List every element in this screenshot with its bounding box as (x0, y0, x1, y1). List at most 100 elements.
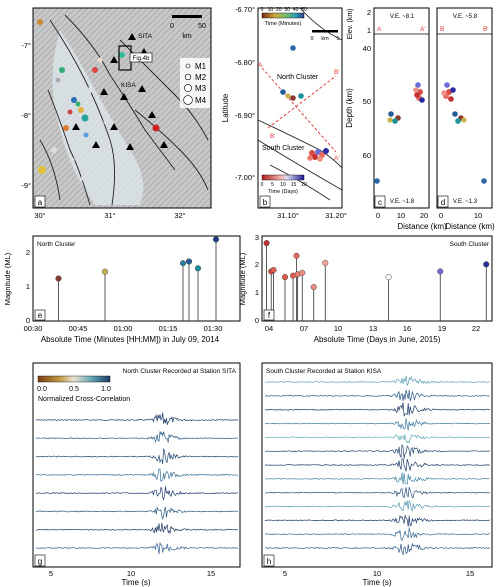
waveform-trace (264, 375, 491, 387)
svg-text:0.5: 0.5 (69, 386, 79, 393)
panel-b-letter: b (263, 198, 268, 207)
legend-m4: M4 (195, 96, 207, 105)
svg-text:Distance (km): Distance (km) (445, 222, 495, 231)
legend-m3: M3 (195, 84, 207, 93)
waveform-trace (35, 447, 239, 464)
panel-e-marks (55, 236, 220, 321)
svg-text:50: 50 (363, 97, 371, 106)
event-point (483, 261, 490, 268)
waveform-trace (264, 542, 491, 556)
svg-text:Magnitude (ML): Magnitude (ML) (238, 252, 247, 305)
svg-text:2: 2 (367, 8, 371, 17)
svg-text:10: 10 (334, 324, 342, 333)
event-point (55, 275, 62, 282)
event-point (310, 283, 317, 291)
svg-text:5: 5 (49, 569, 53, 578)
panel-b-ticks: 31.10° 31.20° -6.70° -6.80° -6.90° -7.00… (235, 5, 347, 220)
panel-e-magnitude-time: North Cluster e 0 1 2 00:30 00:45 01:00 … (3, 235, 241, 344)
svg-text:1.0: 1.0 (101, 386, 111, 393)
panel-f-marks (263, 240, 490, 321)
station-kisa-label: KISA (121, 82, 136, 89)
svg-text:0: 0 (170, 23, 174, 30)
fig4b-label: Fig.4b (133, 56, 150, 62)
event-point (281, 274, 289, 281)
event-point (194, 265, 202, 272)
legend-m2: M2 (195, 73, 207, 82)
profile-lines (261, 67, 337, 153)
svg-text:31°: 31° (104, 211, 115, 220)
waveform-trace (264, 402, 491, 417)
svg-text:32°: 32° (174, 211, 185, 220)
panel-d-cross-section: V.E. ~5.8 V.E. ~1.3 B B' d 0 10 Distance… (436, 7, 495, 231)
waveform-trace (264, 418, 491, 431)
panel-c-letter: c (378, 198, 382, 207)
south-cluster-label: South Cluster (262, 145, 305, 152)
svg-text:1: 1 (26, 282, 30, 291)
panel-b-zoom-map: A A' B B' North Cluster South Cluster 0 … (221, 5, 347, 220)
svg-text:Time (Minutes): Time (Minutes) (265, 21, 302, 27)
event-point (179, 260, 187, 267)
svg-text:-6.80°: -6.80° (235, 58, 255, 67)
svg-text:31.10°: 31.10° (277, 211, 299, 220)
svg-text:B': B' (483, 26, 489, 33)
waveform-trace (264, 458, 491, 472)
panel-h-title: South Cluster Recorded at Station KISA (266, 368, 382, 375)
svg-text:2: 2 (26, 248, 30, 257)
map-seismicity (37, 19, 160, 181)
svg-text:Magnitude (ML): Magnitude (ML) (3, 252, 12, 305)
waveform-trace (35, 522, 239, 535)
svg-text:-6.90°: -6.90° (235, 111, 255, 120)
waveform-trace (35, 486, 239, 501)
event-point (185, 258, 193, 265)
map-scale-bar: 0 50 km (170, 15, 206, 40)
svg-text:-7.00°: -7.00° (235, 173, 255, 182)
svg-text:-8°: -8° (21, 111, 31, 120)
svg-text:V.E. ~5.8: V.E. ~5.8 (453, 14, 478, 20)
event-point (101, 268, 109, 275)
waveform-trace (264, 514, 491, 527)
svg-text:10: 10 (268, 7, 274, 13)
svg-text:Time (s): Time (s) (121, 578, 150, 587)
svg-text:19: 19 (438, 324, 446, 333)
panel-c-cross-section: V.E. ~8.1 V.E. ~1.8 A A' c 2 1 40 50 60 … (345, 7, 447, 231)
section-a-events (374, 82, 425, 184)
section-b-events (441, 82, 487, 184)
svg-text:h: h (267, 557, 271, 566)
event-point (212, 236, 220, 243)
svg-text:5: 5 (336, 36, 339, 42)
svg-text:Absolute Time (Days in June, 2: Absolute Time (Days in June, 2015) (314, 335, 441, 344)
svg-text:-7°: -7° (21, 41, 31, 50)
svg-text:km: km (182, 33, 192, 40)
waveform-trace (264, 487, 491, 499)
waveform-trace (35, 431, 239, 444)
svg-text:0: 0 (261, 182, 264, 188)
svg-text:15: 15 (207, 569, 215, 578)
waveform-trace (264, 527, 490, 542)
svg-text:1: 1 (367, 26, 371, 35)
panel-d-letter: d (441, 198, 445, 207)
svg-text:-6.70°: -6.70° (235, 5, 255, 14)
waveform-trace (35, 506, 239, 521)
panel-a-ticks: 30° 31° 32° -7° -8° -9° (21, 41, 185, 220)
event-point (293, 252, 300, 259)
svg-text:1: 1 (255, 288, 259, 297)
svg-text:40: 40 (363, 44, 371, 53)
event-point (437, 268, 444, 275)
svg-text:20: 20 (276, 7, 282, 13)
svg-text:0: 0 (255, 316, 259, 325)
svg-text:A': A' (334, 155, 340, 162)
panel-h-waveforms: South Cluster Recorded at Station KISA h… (261, 362, 493, 587)
svg-text:5: 5 (271, 182, 274, 188)
svg-text:-9°: -9° (21, 181, 31, 190)
fault-lines (39, 14, 209, 206)
svg-text:0: 0 (376, 211, 380, 220)
svg-text:00:45: 00:45 (69, 324, 88, 333)
svg-text:Depth (km): Depth (km) (345, 88, 354, 128)
panel-e-title: North Cluster (37, 241, 76, 248)
svg-text:50: 50 (301, 7, 307, 13)
waveform-trace (35, 412, 239, 425)
svg-text:31.20°: 31.20° (325, 211, 347, 220)
svg-text:10: 10 (373, 569, 381, 578)
